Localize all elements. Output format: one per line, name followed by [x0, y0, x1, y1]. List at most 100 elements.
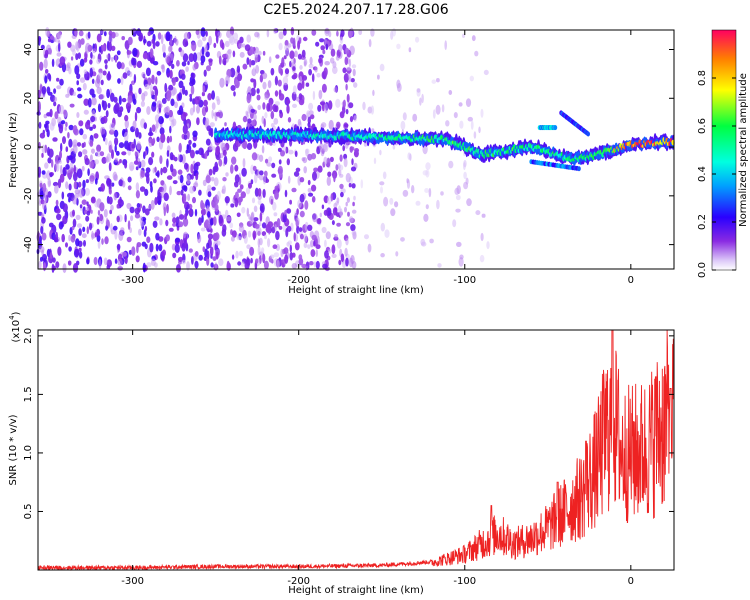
- spectrogram-noise-blob: [146, 40, 152, 47]
- spectrogram-noise-blob: [269, 195, 274, 205]
- spectrogram-noise-blob: [400, 120, 406, 130]
- spectrogram-noise-blob: [351, 230, 357, 236]
- spectrogram-noise-blob: [82, 82, 87, 91]
- spectrogram-noise-blob: [236, 212, 241, 218]
- spectrogram-noise-blob: [291, 187, 297, 193]
- spectrogram-noise-blob: [250, 87, 256, 97]
- colorbar-tick-label: 0.4: [697, 166, 708, 182]
- spectrogram-noise-blob: [237, 188, 242, 193]
- spectrogram-noise-blob: [190, 41, 196, 51]
- spectrogram-noise-blob: [120, 227, 125, 233]
- spectrogram-noise-blob: [419, 97, 422, 106]
- spectrogram-noise-blob: [429, 238, 434, 244]
- spectrogram-noise-blob: [222, 57, 227, 66]
- spectrogram-noise-blob: [314, 66, 318, 73]
- spectrogram-y-tick-label: -40: [23, 236, 34, 252]
- spectrogram-noise-blob: [130, 215, 134, 222]
- spectrogram-noise-blob: [172, 252, 177, 259]
- spectrogram-noise-blob: [295, 217, 300, 227]
- spectrogram-noise-blob: [360, 179, 364, 189]
- spectrogram-noise-blob: [55, 199, 59, 206]
- spectrogram-noise-blob: [205, 105, 209, 113]
- spectrogram-noise-blob: [78, 228, 82, 236]
- spectrogram-noise-blob: [190, 85, 195, 95]
- spectrogram-noise-blob: [293, 232, 296, 242]
- spectrogram-noise-blob: [94, 159, 99, 165]
- spectrogram-noise-blob: [305, 82, 310, 87]
- spectrogram-noise-blob: [301, 263, 307, 269]
- spectrogram-noise-blob: [161, 64, 165, 73]
- spectrogram-noise-blob: [437, 263, 442, 268]
- spectrogram-noise-blob: [183, 239, 188, 249]
- spectrogram-noise-blob: [299, 177, 305, 183]
- colorbar-tick-label: 0.0: [697, 262, 708, 278]
- spectrogram-noise-blob: [259, 212, 263, 222]
- spectrogram-noise-blob: [395, 251, 399, 257]
- spectrogram-noise-blob: [124, 119, 129, 129]
- spectrogram-noise-blob: [293, 171, 300, 177]
- spectrogram-noise-blob: [223, 184, 226, 195]
- spectrogram-noise-blob: [303, 166, 308, 174]
- spectrogram-noise-blob: [42, 200, 47, 210]
- spectrogram-noise-blob: [192, 196, 196, 204]
- spectrogram-noise-blob: [425, 204, 429, 210]
- spectrogram-noise-blob: [480, 232, 484, 242]
- spectrogram-noise-blob: [144, 83, 150, 90]
- snr-y-multiplier: (x104): [8, 311, 22, 342]
- spectrogram-noise-blob: [91, 97, 97, 106]
- spectrogram-noise-blob: [68, 183, 72, 191]
- spectrogram-noise-blob: [76, 168, 83, 179]
- spectrogram-noise-blob: [100, 126, 106, 135]
- spectrogram-noise-blob: [306, 110, 311, 118]
- spectrogram-noise-blob: [99, 29, 105, 34]
- spectrogram-noise-blob: [264, 158, 269, 164]
- spectrogram-noise-blob: [286, 104, 290, 114]
- spectrogram-noise-blob: [127, 220, 131, 231]
- spectrogram-noise-blob: [74, 65, 80, 75]
- spectrogram-noise-blob: [287, 175, 291, 184]
- spectrogram-noise-blob: [102, 70, 107, 76]
- spectrogram-noise-blob: [143, 91, 148, 97]
- spectrogram-noise-blob: [289, 251, 293, 261]
- spectrogram-noise-blob: [163, 206, 166, 217]
- spectrogram-noise-blob: [348, 102, 354, 109]
- spectrogram-noise-blob: [261, 145, 265, 154]
- spectrogram-noise-blob: [92, 124, 97, 130]
- spectrogram-noise-blob: [308, 63, 314, 69]
- spectrogram-noise-blob: [106, 264, 111, 270]
- spectrogram-noise-blob: [224, 196, 230, 204]
- spectrogram-noise-blob: [166, 72, 170, 78]
- spectrogram-noise-blob: [254, 223, 260, 229]
- spectrogram-noise-blob: [217, 31, 222, 38]
- spectrogram-noise-blob: [223, 155, 228, 165]
- spectrogram-noise-blob: [283, 214, 287, 223]
- spectrogram-noise-blob: [53, 96, 58, 102]
- spectrogram-noise-blob: [129, 206, 135, 214]
- spectrogram-noise-blob: [108, 188, 112, 195]
- spectrogram-noise-blob: [329, 156, 334, 163]
- spectrogram-noise-blob: [90, 115, 96, 123]
- spectrogram-noise-blob: [340, 191, 344, 198]
- spectrogram-noise-blob: [305, 148, 310, 154]
- spectrogram-noise-blob: [338, 259, 342, 266]
- spectrogram-noise-blob: [135, 190, 140, 199]
- spectrogram-noise-blob: [83, 69, 88, 74]
- spectrogram-noise-blob: [165, 219, 169, 227]
- spectrogram-noise-blob: [211, 186, 216, 191]
- spectrogram-noise-blob: [240, 261, 245, 267]
- spectrogram-noise-blob: [49, 48, 52, 56]
- spectrogram-noise-blob: [81, 165, 85, 172]
- spectrogram-noise-blob: [181, 185, 187, 191]
- spectrogram-noise-blob: [334, 233, 338, 239]
- spectrogram-noise-blob: [46, 129, 50, 138]
- spectrogram-noise-blob: [380, 186, 383, 194]
- spectrogram-noise-blob: [56, 85, 62, 90]
- spectrogram-noise-blob: [96, 216, 100, 225]
- spectrogram-noise-blob: [204, 151, 208, 160]
- spectrogram-noise-blob: [149, 48, 154, 58]
- spectrogram-noise-blob: [304, 200, 309, 210]
- spectrogram-noise-blob: [101, 238, 104, 245]
- spectrogram-noise-blob: [289, 50, 295, 60]
- spectrogram-x-label: Height of straight line (km): [288, 285, 424, 296]
- spectrogram-noise-blob: [343, 123, 349, 128]
